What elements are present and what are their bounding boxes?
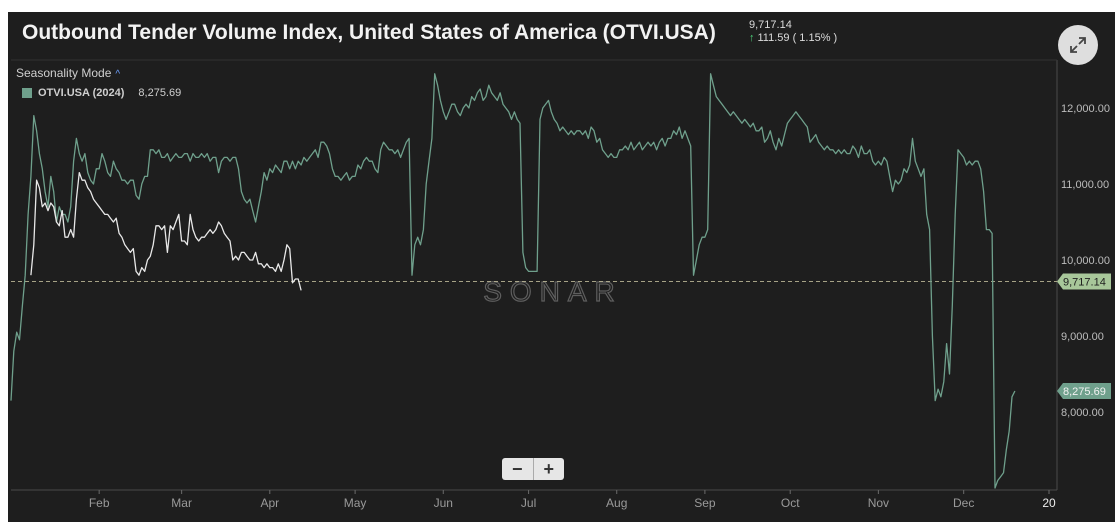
y-tick-label: 9,000.00 — [1061, 331, 1104, 343]
caret-up-icon: ^ — [115, 69, 121, 80]
series-current-line — [30, 171, 302, 291]
zoom-divider — [532, 458, 534, 480]
zoom-control: − + — [502, 458, 564, 480]
last-value-tag-bg — [1057, 383, 1111, 400]
y-tick-label: 12,000.00 — [1061, 103, 1110, 115]
last-value-tag: 8,275.69 — [1063, 386, 1106, 398]
x-tick-label: Sep — [694, 496, 716, 510]
zoom-out-button[interactable]: − — [511, 458, 523, 479]
price-change-value: 111.59 ( 1.15% ) — [757, 32, 838, 44]
legend-series-label: OTVI.USA (2024) — [38, 87, 125, 99]
zoom-in-button[interactable]: + — [543, 458, 554, 479]
sonar-watermark: SONAR — [483, 276, 623, 307]
seasonality-mode-label: Seasonality Mode — [16, 66, 112, 80]
reference-value-tag-bg — [1057, 273, 1111, 290]
line-chart[interactable]: SONAR 8,000.00 9,000.00 10,000.00 11,000.00 1… — [8, 12, 1115, 522]
y-tick-label: 11,000.00 — [1061, 179, 1109, 191]
x-tick-label: Aug — [606, 496, 627, 510]
legend-series-value: 8,275.69 — [138, 87, 182, 99]
expand-button[interactable] — [1058, 25, 1098, 65]
current-price: 9,717.14 — [749, 19, 792, 31]
reference-value-tag: 9,717.14 — [1063, 276, 1106, 288]
x-tick-label: Apr — [260, 496, 279, 510]
x-tick-label: 20 — [1042, 496, 1056, 510]
x-tick-label: Jun — [434, 496, 453, 510]
price-change: ↑ 111.59 ( 1.15% ) — [749, 32, 837, 44]
chart-title: Outbound Tender Volume Index, United Sta… — [22, 21, 716, 44]
arrow-up-icon: ↑ — [749, 32, 755, 44]
seasonality-mode-toggle[interactable]: Seasonality Mode ^ — [16, 66, 120, 80]
x-tick-label: Dec — [953, 496, 974, 510]
legend-item[interactable]: OTVI.USA (2024) 8,275.69 — [22, 87, 181, 99]
y-tick-label: 8,000.00 — [1061, 407, 1104, 419]
x-tick-label: Mar — [171, 496, 192, 510]
y-tick-label: 10,000.00 — [1061, 255, 1110, 267]
expand-icon — [1070, 37, 1086, 53]
series-2024-line — [10, 73, 1016, 489]
x-tick-label: Feb — [89, 496, 110, 510]
x-tick-label: Nov — [868, 496, 889, 510]
legend-swatch — [22, 88, 32, 98]
chart-panel: Outbound Tender Volume Index, United Sta… — [8, 12, 1115, 522]
x-tick-label: May — [344, 496, 367, 510]
x-tick-label: Jul — [521, 496, 536, 510]
x-tick-label: Oct — [781, 496, 800, 510]
